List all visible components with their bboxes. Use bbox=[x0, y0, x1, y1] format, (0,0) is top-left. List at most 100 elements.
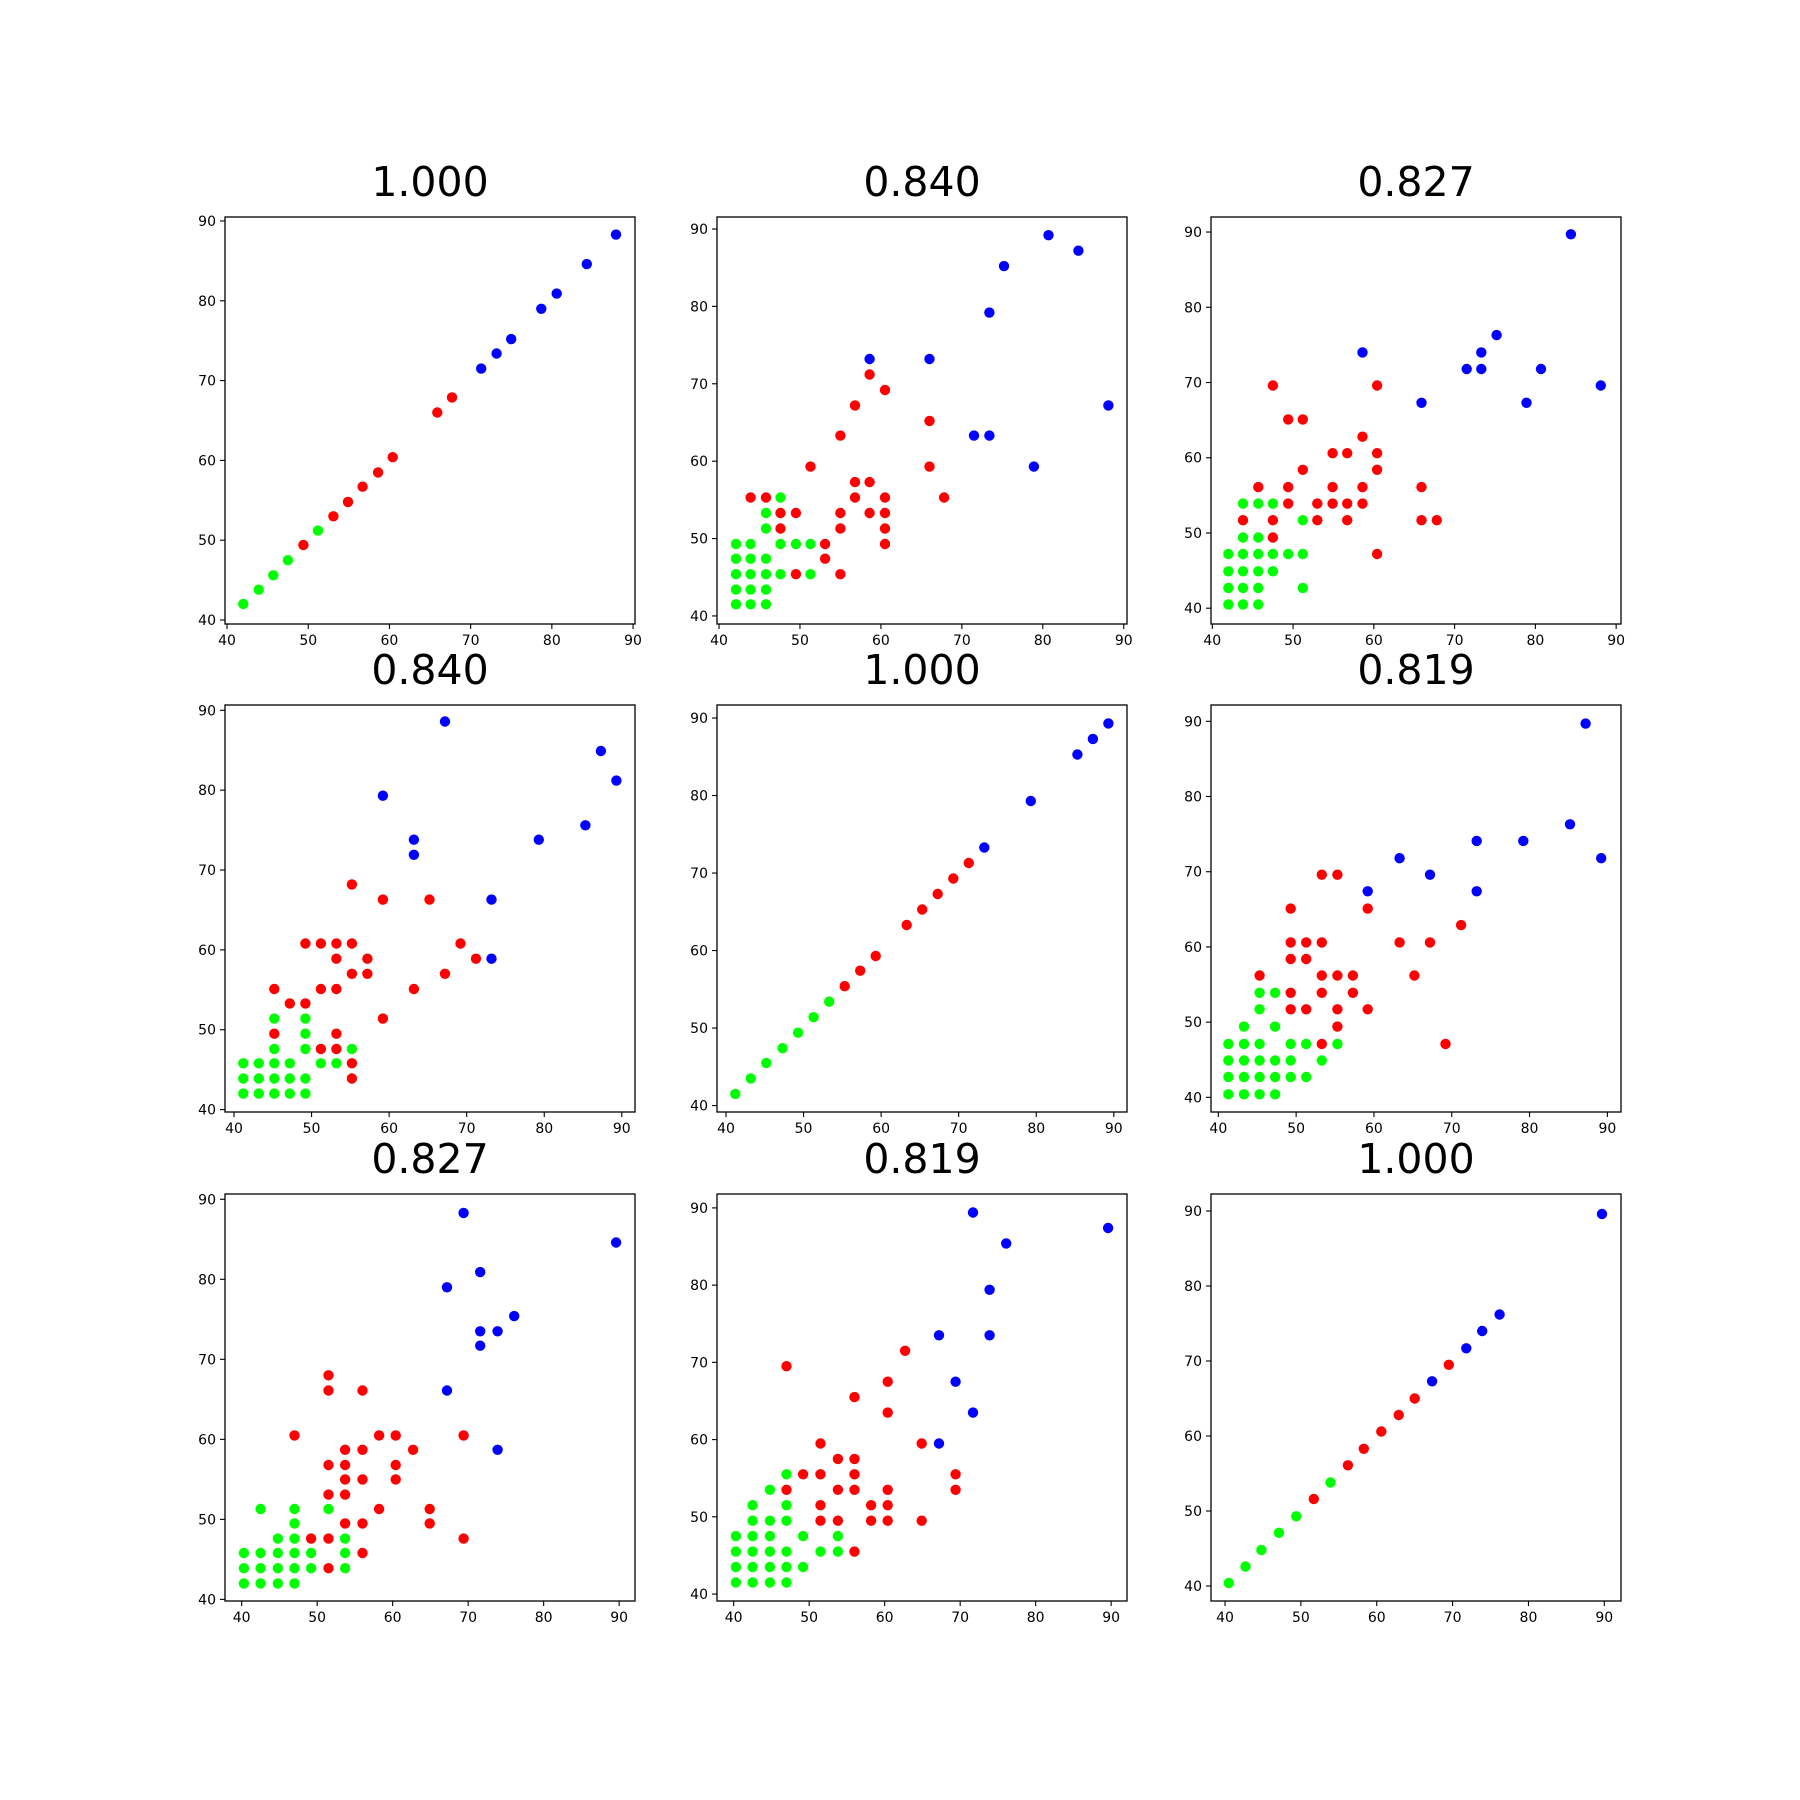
data-point-blue bbox=[610, 1237, 622, 1248]
data-point-red bbox=[916, 1438, 927, 1449]
data-point-green bbox=[238, 1073, 249, 1084]
data-point-red bbox=[882, 1500, 893, 1511]
data-point-red bbox=[269, 983, 280, 995]
y-tick-label: 80 bbox=[690, 299, 708, 315]
data-point-green bbox=[289, 1578, 300, 1589]
data-point-red bbox=[781, 1361, 792, 1372]
data-point-green bbox=[300, 1028, 311, 1039]
data-point-red bbox=[390, 1459, 401, 1471]
data-point-green bbox=[730, 1577, 742, 1588]
data-point-blue bbox=[580, 820, 591, 831]
data-point-green bbox=[253, 584, 264, 595]
data-point-red bbox=[879, 538, 891, 550]
x-tick-label: 50 bbox=[308, 1610, 326, 1626]
y-tick-label: 70 bbox=[198, 374, 216, 390]
data-point-red bbox=[1342, 1460, 1354, 1471]
subplot-title: 1.000 bbox=[1357, 1135, 1475, 1183]
data-point-green bbox=[346, 1043, 358, 1055]
data-point-green bbox=[1223, 1089, 1234, 1100]
data-point-red bbox=[879, 492, 891, 503]
data-point-green bbox=[730, 599, 742, 610]
data-point-green bbox=[764, 1577, 776, 1588]
data-point-red bbox=[1267, 532, 1279, 543]
data-point-green bbox=[305, 1563, 317, 1574]
data-point-green bbox=[730, 1088, 741, 1100]
x-tick-label: 40 bbox=[233, 1610, 251, 1626]
data-point-green bbox=[1237, 599, 1249, 610]
data-point-blue bbox=[1564, 819, 1576, 830]
x-tick-label: 80 bbox=[1027, 1121, 1045, 1137]
data-point-red bbox=[424, 1518, 435, 1529]
data-point-red bbox=[849, 400, 861, 411]
x-tick-label: 50 bbox=[1292, 1610, 1310, 1626]
data-point-green bbox=[775, 569, 786, 580]
data-point-blue bbox=[486, 953, 497, 964]
data-point-red bbox=[331, 1043, 342, 1055]
data-point-red bbox=[458, 1430, 469, 1441]
data-point-green bbox=[272, 1533, 284, 1544]
y-tick-label: 70 bbox=[1184, 865, 1202, 881]
data-point-green bbox=[781, 1561, 792, 1573]
y-tick-label: 50 bbox=[1184, 526, 1202, 542]
x-tick-label: 60 bbox=[872, 633, 890, 649]
data-point-green bbox=[255, 1547, 266, 1559]
data-point-red bbox=[357, 1385, 368, 1396]
data-point-green bbox=[253, 1073, 264, 1084]
x-tick-label: 50 bbox=[299, 633, 317, 649]
data-point-red bbox=[1267, 515, 1279, 526]
y-tick-label: 80 bbox=[1184, 300, 1202, 316]
data-point-red bbox=[901, 919, 912, 931]
data-point-red bbox=[917, 904, 928, 915]
data-point-red bbox=[446, 392, 458, 403]
data-point-green bbox=[781, 1546, 792, 1557]
data-point-red bbox=[1316, 970, 1327, 981]
data-point-green bbox=[747, 1561, 758, 1573]
data-point-green bbox=[339, 1533, 351, 1544]
data-point-blue bbox=[924, 353, 935, 365]
data-point-green bbox=[747, 1546, 758, 1557]
subplot-title: 0.840 bbox=[863, 158, 981, 206]
data-point-red bbox=[1316, 987, 1327, 998]
data-point-green bbox=[1332, 1038, 1343, 1050]
data-point-green bbox=[1256, 1544, 1267, 1556]
data-point-red bbox=[835, 523, 846, 534]
data-point-green bbox=[1254, 1038, 1265, 1050]
data-point-green bbox=[255, 1563, 266, 1574]
data-point-red bbox=[835, 569, 846, 580]
data-point-red bbox=[899, 1345, 911, 1356]
data-point-blue bbox=[408, 849, 420, 860]
data-point-red bbox=[924, 461, 935, 472]
y-tick-label: 90 bbox=[198, 214, 216, 230]
data-point-green bbox=[747, 1530, 758, 1542]
data-point-green bbox=[1254, 1089, 1265, 1100]
y-tick-label: 40 bbox=[1184, 601, 1202, 617]
data-point-green bbox=[323, 1503, 334, 1515]
x-tick-label: 80 bbox=[543, 633, 561, 649]
data-point-red bbox=[1424, 937, 1436, 948]
data-point-red bbox=[331, 1028, 342, 1039]
subplot-5: 40 50 60 70 80 90 40 50 60 70 80 90 1.000 bbox=[690, 646, 1128, 1137]
data-point-red bbox=[323, 1459, 334, 1471]
data-point-blue bbox=[1518, 835, 1529, 847]
data-point-red bbox=[346, 1073, 358, 1084]
data-point-blue bbox=[476, 363, 487, 374]
data-point-red bbox=[289, 1430, 300, 1441]
y-tick-label: 90 bbox=[198, 703, 216, 719]
data-point-green bbox=[797, 1561, 809, 1573]
x-tick-label: 90 bbox=[624, 633, 642, 649]
data-point-green bbox=[300, 1088, 311, 1099]
data-point-red bbox=[346, 968, 358, 979]
data-point-red bbox=[815, 1469, 826, 1480]
data-point-blue bbox=[1025, 795, 1036, 807]
data-point-green bbox=[797, 1530, 809, 1542]
data-point-blue bbox=[1491, 329, 1502, 341]
subplot-2: 40 50 60 70 80 90 40 50 60 70 80 90 0.840 bbox=[690, 158, 1133, 649]
data-point-red bbox=[1376, 1426, 1387, 1437]
data-point-blue bbox=[1394, 853, 1405, 864]
subplot-title: 1.000 bbox=[371, 158, 489, 206]
data-point-red bbox=[745, 492, 756, 503]
data-point-blue bbox=[1426, 1376, 1438, 1387]
data-point-red bbox=[284, 998, 295, 1009]
y-tick-label: 60 bbox=[198, 943, 216, 959]
y-tick-label: 60 bbox=[690, 1433, 708, 1449]
